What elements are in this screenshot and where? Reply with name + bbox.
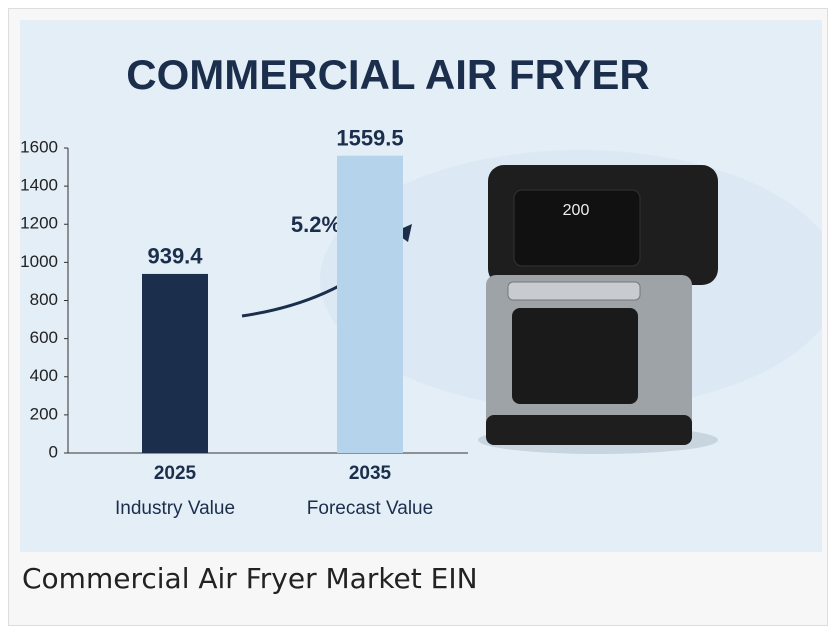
chart-title: COMMERCIAL AIR FRYER — [126, 51, 649, 98]
y-tick-label: 400 — [30, 366, 58, 385]
display: 200 — [563, 202, 590, 219]
air-fryer: 200 — [478, 165, 718, 454]
category-description: Industry Value — [115, 498, 235, 519]
handle — [508, 282, 640, 300]
y-tick-label: 1400 — [20, 176, 58, 195]
y-tick-label: 1000 — [20, 252, 58, 271]
growth-annotation: 5.2% — [291, 212, 341, 237]
bar — [142, 274, 208, 453]
y-tick-label: 0 — [49, 442, 58, 461]
y-tick-label: 200 — [30, 404, 58, 423]
y-tick-label: 600 — [30, 328, 58, 347]
y-tick-label: 1200 — [20, 214, 58, 233]
base — [486, 415, 692, 445]
page: COMMERCIAL AIR FRYER 200 5.2% 0 200 400 600… — [0, 0, 838, 634]
y-tick-label: 1600 — [20, 137, 58, 156]
infographic: COMMERCIAL AIR FRYER 200 5.2% 0 200 400 600… — [20, 20, 822, 552]
value-label: 939.4 — [147, 244, 203, 269]
category-description: Forecast Value — [307, 498, 433, 519]
bar — [337, 156, 403, 453]
x-tick-label: 2035 — [349, 463, 392, 484]
value-label: 1559.5 — [336, 126, 403, 151]
window — [512, 308, 638, 404]
y-tick-label: 800 — [30, 290, 58, 309]
x-tick-label: 2025 — [154, 463, 197, 484]
caption: Commercial Air Fryer Market EIN — [22, 562, 478, 595]
